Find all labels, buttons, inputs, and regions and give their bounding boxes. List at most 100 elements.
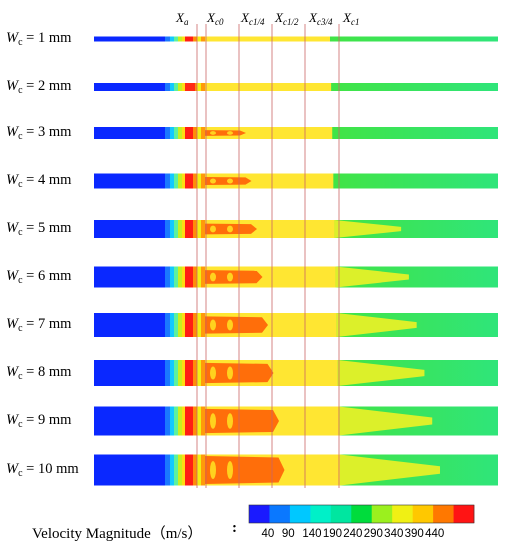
legend-tick-label: 190 [322, 528, 342, 540]
velocity-band [178, 313, 182, 337]
row-label: Wc = 5 mm [6, 220, 72, 238]
legend-swatch [289, 505, 311, 523]
legend-bar-frame [248, 504, 475, 524]
velocity-band [170, 313, 174, 337]
velocity-band [174, 173, 178, 189]
core-island [210, 272, 216, 282]
velocity-band [185, 454, 193, 486]
velocity-band [170, 83, 174, 91]
downstream-finger [337, 360, 425, 386]
inlet-region [94, 127, 165, 139]
legend-colon: : [232, 520, 237, 536]
row-label: Wc = 1 mm [6, 30, 72, 48]
velocity-band [182, 313, 185, 337]
legend-swatch [412, 505, 434, 523]
legend-tick-label: 290 [363, 528, 383, 540]
velocity-band [174, 36, 178, 42]
transition-region [205, 173, 334, 189]
contour-row-7 [94, 313, 498, 337]
legend-tick-label: 240 [343, 528, 363, 540]
row-label: Wc = 8 mm [6, 364, 72, 382]
core-island [227, 225, 233, 233]
velocity-band [197, 220, 201, 238]
velocity-band [182, 406, 185, 436]
velocity-band [170, 36, 174, 42]
velocity-band [182, 127, 185, 139]
velocity-band [182, 266, 185, 288]
velocity-band [201, 266, 205, 288]
velocity-band [197, 36, 201, 42]
velocity-band [201, 127, 205, 139]
legend-swatch [249, 505, 270, 523]
velocity-band [193, 220, 197, 238]
core-island [227, 319, 233, 331]
velocity-band [185, 313, 193, 337]
velocity-band [193, 173, 197, 189]
legend-tick-label: 440 [425, 528, 445, 540]
jet-core-region [185, 83, 195, 91]
legend-swatch [351, 505, 373, 523]
velocity-band [178, 454, 182, 486]
velocity-band [193, 36, 197, 42]
core-island [227, 272, 233, 282]
velocity-band [201, 406, 205, 436]
velocity-band [197, 406, 201, 436]
inlet-region [94, 454, 165, 486]
velocity-band [174, 127, 178, 139]
core-island [227, 413, 233, 429]
transition-region [205, 127, 333, 139]
inlet-region [94, 220, 165, 238]
velocity-band [170, 127, 174, 139]
downstream-finger [335, 266, 409, 288]
jet-core-region [205, 456, 285, 484]
velocity-band [197, 127, 201, 139]
velocity-band [170, 220, 174, 238]
velocity-band [165, 83, 170, 91]
velocity-band [197, 173, 201, 189]
legend-swatch [269, 505, 291, 523]
contour-row-8 [94, 360, 498, 386]
velocity-band [193, 266, 197, 288]
contour-row-2 [94, 83, 498, 91]
core-island [210, 178, 216, 184]
downstream-finger [340, 454, 440, 486]
velocity-band [193, 454, 197, 486]
row-label: Wc = 4 mm [6, 172, 72, 190]
velocity-band [193, 406, 197, 436]
velocity-band [178, 220, 182, 238]
velocity-band [185, 266, 193, 288]
velocity-band [178, 36, 182, 42]
contour-row-4 [94, 173, 498, 189]
velocity-band [185, 127, 193, 139]
legend-title: Velocity Magnitude（m/s） [32, 526, 203, 542]
velocity-band [170, 406, 174, 436]
velocity-band [170, 266, 174, 288]
velocity-band [178, 173, 182, 189]
position-label: Xc0 [207, 10, 224, 27]
contour-row-1 [94, 36, 498, 42]
velocity-band [165, 127, 170, 139]
legend-tick-label: 390 [404, 528, 424, 540]
legend-swatch [392, 505, 413, 523]
velocity-band [201, 313, 205, 337]
velocity-band [182, 454, 185, 486]
core-island [210, 319, 216, 331]
inlet-region [94, 83, 165, 91]
inlet-region [94, 360, 165, 386]
velocity-band [197, 360, 201, 386]
inlet-region [94, 36, 165, 42]
transition-region [205, 36, 330, 42]
velocity-band [165, 313, 170, 337]
velocity-band [165, 36, 170, 42]
velocity-band [197, 266, 201, 288]
core-island [210, 131, 216, 135]
legend-tick-label: 90 [281, 528, 295, 540]
velocity-band [201, 220, 205, 238]
velocity-band [193, 313, 197, 337]
velocity-band [201, 36, 205, 42]
core-island [227, 366, 233, 380]
velocity-band [165, 406, 170, 436]
core-island [210, 461, 216, 479]
jet-core-region [205, 130, 246, 136]
